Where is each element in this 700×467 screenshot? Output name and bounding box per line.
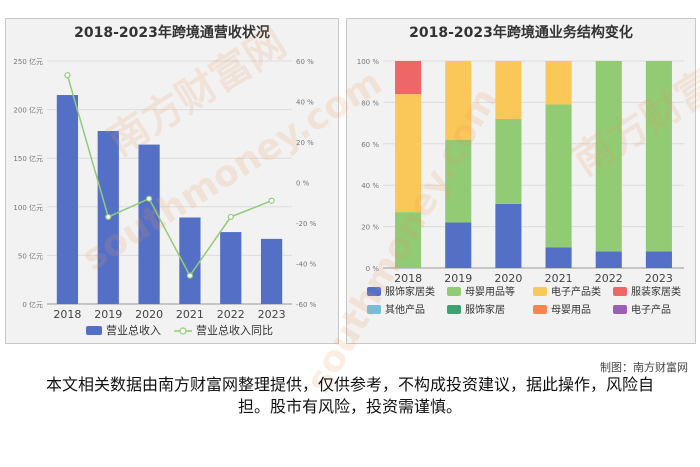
y2-axis-tick-label: -60 % — [296, 301, 317, 309]
legend-swatch — [533, 287, 547, 296]
revenue-bar — [56, 95, 79, 305]
revenue-bar — [138, 144, 160, 304]
x-axis-tick-label: 2020 — [494, 272, 522, 285]
legend-swatch — [613, 287, 627, 296]
y-axis-tick-label: 0 亿元 — [22, 300, 43, 309]
y2-axis-tick-label: 20 % — [296, 139, 314, 147]
y-axis-tick-label: 100 % — [357, 58, 380, 66]
legend-label: 母婴用品 — [551, 304, 591, 316]
y2-axis-tick-label: 40 % — [296, 99, 314, 107]
legend-label: 服装家居类 — [631, 285, 681, 298]
structure-chart-title: 2018-2023年跨境通业务结构变化 — [409, 25, 633, 41]
y2-axis-tick-label: -40 % — [296, 261, 317, 269]
growth-point — [64, 72, 71, 79]
growth-point — [186, 272, 194, 279]
revenue-chart-panel: 2018-2023年跨境通营收状况 0 亿元 50 亿元 100 亿元 150 亿元 2… — [5, 18, 339, 344]
stack-segment — [445, 222, 472, 268]
stack-segment — [445, 61, 472, 140]
credit-text: 制图：南方财富网 — [600, 361, 688, 374]
y-axis-tick-label: 150 亿元 — [13, 154, 43, 163]
revenue-bar — [179, 217, 201, 304]
x-axis-tick-label: 2019 — [94, 308, 122, 321]
x-axis-tick-label: 2022 — [595, 272, 623, 285]
growth-line — [66, 74, 272, 278]
x-axis-tick-label: 2018 — [394, 272, 422, 285]
growth-point — [145, 195, 153, 202]
x-axis-tick-label: 2023 — [645, 272, 673, 285]
y-axis-tick-label: 60 % — [361, 141, 379, 149]
legend-label: 母婴用品等 — [465, 285, 515, 298]
legend-swatch — [367, 305, 381, 314]
x-axis-tick-label: 2021 — [545, 272, 573, 285]
y-axis-tick-label: 20 % — [361, 224, 379, 232]
legend-label: 服饰家居 — [465, 303, 505, 316]
bar-legend-icon — [86, 326, 102, 335]
stack-segment — [545, 104, 572, 248]
legend-label: 营业总收入 — [106, 323, 161, 337]
legend-swatch — [613, 305, 627, 314]
x-axis-tick-label: 2022 — [217, 308, 245, 321]
stack-segment — [645, 61, 672, 252]
stack-segment — [395, 61, 422, 95]
x-axis-tick-label: 2023 — [258, 308, 286, 321]
y-axis-tick-label: 40 % — [361, 182, 379, 190]
legend-swatch — [447, 305, 461, 314]
stack-segment — [495, 118, 522, 204]
legend-label: 电子产品 — [631, 303, 671, 316]
legend-label: 其他产品 — [385, 303, 425, 316]
y2-axis-tick-label: -20 % — [296, 220, 317, 228]
structure-chart: 0 % 20 % 40 % 60 % 80 % 100 % 2018 2019 2020 2021… — [357, 58, 684, 316]
revenue-chart-title: 2018-2023年跨境通营收状况 — [74, 25, 270, 41]
y-axis-tick-label: 80 % — [361, 99, 379, 107]
legend-swatch — [367, 287, 381, 296]
revenue-chart: 0 亿元 50 亿元 100 亿元 150 亿元 200 亿元 250 亿元 -60 % -4… — [13, 57, 317, 337]
y-axis-tick-label: 200 亿元 — [13, 106, 43, 115]
y2-axis-tick-label: 60 % — [296, 58, 314, 66]
y-axis-tick-label: 0 % — [366, 265, 380, 273]
revenue-bar — [220, 232, 242, 304]
stack-segment — [545, 247, 572, 268]
growth-point — [105, 213, 112, 221]
legend-label: 电子产品类 — [551, 285, 601, 298]
x-axis-tick-label: 2021 — [176, 308, 204, 321]
legend-swatch — [447, 287, 461, 296]
stack-segment — [645, 251, 672, 268]
stack-segment — [545, 61, 572, 105]
x-axis-tick-label: 2018 — [53, 308, 81, 321]
stack-segment — [495, 61, 522, 119]
y2-axis-tick-label: 0 % — [296, 180, 310, 188]
stack-segment — [395, 212, 422, 268]
x-axis-tick-label: 2020 — [135, 308, 163, 321]
growth-point — [268, 197, 275, 204]
stack-segment — [395, 94, 422, 213]
legend-swatch — [533, 305, 547, 314]
structure-chart-panel: 2018-2023年跨境通业务结构变化 0 % 20 % 40 % 60 % 80 % 1… — [346, 18, 696, 344]
legend-label: 服饰家居类 — [385, 285, 435, 298]
disclaimer-text: 本文相关数据由南方财富网整理提供，仅供参考，不构成投资建议，据此操作，风险自担。… — [45, 375, 654, 416]
stack-segment — [595, 61, 622, 252]
line-legend-icon — [179, 327, 187, 335]
y-axis-tick-label: 100 亿元 — [13, 203, 43, 212]
y-axis-tick-label: 50 亿元 — [18, 251, 43, 260]
growth-point — [227, 213, 234, 221]
x-axis-tick-label: 2019 — [444, 272, 472, 285]
stack-segment — [495, 203, 522, 268]
stack-segment — [595, 251, 622, 268]
legend-label: 营业总收入同比 — [196, 323, 273, 337]
stack-segment — [445, 139, 472, 223]
revenue-bar — [260, 238, 283, 304]
y-axis-tick-label: 250 亿元 — [13, 57, 43, 66]
